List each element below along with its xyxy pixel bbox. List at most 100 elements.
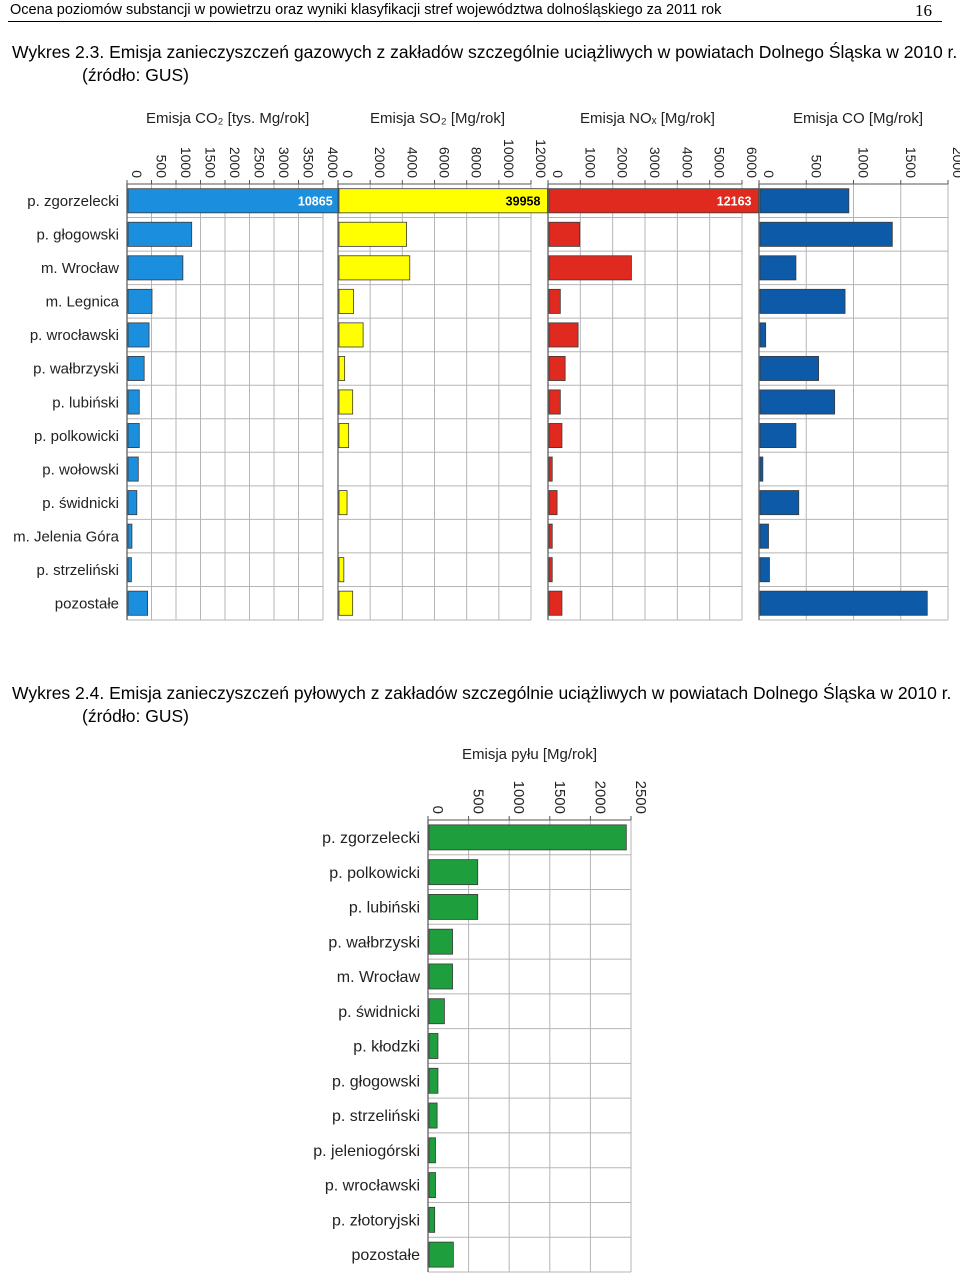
x-tick-label: 0 bbox=[550, 170, 566, 178]
x-tick-label: 3000 bbox=[647, 147, 663, 178]
chart-1: 0 500 1000 1500 2000 2500 3000 3500 4000 Emisja C… bbox=[13, 110, 341, 621]
category-label: p. głogowski bbox=[332, 1073, 420, 1090]
bar bbox=[127, 523, 133, 549]
category-label: m. Wrocław bbox=[337, 969, 421, 986]
chart-1-grid bbox=[126, 183, 324, 621]
chart-4: 0 500 1000 1500 2000 Emisja CO [Mg/rok] bbox=[758, 110, 960, 621]
category-label: p. strzeliński bbox=[332, 1108, 420, 1125]
x-tick-label: 4000 bbox=[404, 147, 420, 178]
x-tick-label: 4000 bbox=[679, 147, 695, 178]
bar bbox=[338, 255, 411, 281]
bar bbox=[127, 188, 341, 214]
bar bbox=[759, 221, 893, 247]
x-tick-label: 1000 bbox=[178, 147, 194, 178]
figure-2-3-caption: Wykres 2.3. Emisja zanieczyszczeń gazowy… bbox=[12, 41, 957, 87]
figure-2-3-source: (źródło: GUS) bbox=[82, 65, 189, 85]
category-label: m. Jelenia Góra bbox=[13, 528, 120, 545]
bar bbox=[759, 255, 797, 281]
bar bbox=[428, 1102, 438, 1129]
x-tick-label: 1500 bbox=[203, 147, 219, 178]
chart-3-grid bbox=[547, 183, 743, 621]
x-tick-label: 12000 bbox=[533, 139, 549, 178]
bar bbox=[759, 188, 850, 214]
x-tick-label: 0 bbox=[340, 170, 356, 178]
bar bbox=[127, 255, 184, 281]
bar bbox=[548, 188, 759, 214]
bar bbox=[127, 490, 138, 516]
category-label: p. wrocławski bbox=[325, 1178, 420, 1195]
chart-2: 0 2000 4000 6000 8000 10000 12000 Emisja SO₂ [M… bbox=[337, 110, 549, 621]
bar bbox=[548, 322, 579, 348]
running-title: Ocena poziomów substancji w powietrzu or… bbox=[10, 2, 722, 18]
x-tick-label: 2000 bbox=[950, 147, 960, 178]
x-tick-label: 3500 bbox=[301, 147, 317, 178]
bar bbox=[759, 288, 846, 314]
bar bbox=[428, 1206, 436, 1233]
figure-2-4-source: (źródło: GUS) bbox=[82, 706, 189, 726]
x-tick-label: 500 bbox=[808, 155, 824, 179]
x-tick-label: 5000 bbox=[712, 147, 728, 178]
bar bbox=[428, 1033, 439, 1059]
category-label: p. strzeliński bbox=[36, 562, 119, 579]
page-number: 16 bbox=[915, 1, 932, 20]
bar bbox=[548, 490, 558, 516]
category-label: m. Legnica bbox=[46, 294, 120, 311]
figure-2-4-caption: Wykres 2.4. Emisja zanieczyszczeń pyłowy… bbox=[12, 682, 951, 728]
x-tick-label: 0 bbox=[761, 170, 777, 178]
category-label: p. lubiński bbox=[349, 900, 420, 917]
bar bbox=[428, 894, 479, 920]
x-tick-label: 500 bbox=[470, 789, 487, 814]
x-tick-label: 2000 bbox=[227, 147, 243, 178]
bar bbox=[338, 590, 354, 616]
bar bbox=[338, 288, 354, 314]
x-tick-label: 6000 bbox=[744, 147, 760, 178]
chart-5-grid bbox=[427, 819, 632, 1273]
x-tick-label: 1000 bbox=[510, 781, 527, 814]
bar bbox=[428, 928, 453, 955]
bar bbox=[759, 490, 800, 516]
x-tick-label: 6000 bbox=[437, 147, 453, 178]
x-tick-label: 8000 bbox=[469, 147, 485, 178]
chart-3: 0 1000 2000 3000 4000 5000 6000 Emisja NOₓ [Mg/… bbox=[547, 110, 760, 621]
bar bbox=[548, 389, 561, 415]
bar bbox=[759, 557, 770, 583]
bar bbox=[548, 590, 563, 616]
bar bbox=[127, 288, 153, 314]
category-label: m. Wrocław bbox=[41, 260, 119, 277]
bar bbox=[548, 221, 581, 247]
category-label: p. świdnicki bbox=[338, 1004, 420, 1021]
x-tick-label: 4000 bbox=[325, 147, 341, 178]
x-tick-label: 1500 bbox=[551, 781, 568, 814]
x-tick-label: 2500 bbox=[632, 781, 649, 814]
bar bbox=[428, 1137, 436, 1164]
category-label: p. jeleniogórski bbox=[313, 1143, 420, 1160]
bar bbox=[338, 423, 350, 449]
chart-title: Emisja CO₂ [tys. Mg/rok] bbox=[146, 110, 309, 127]
bar-value-label: 12163 bbox=[717, 194, 752, 208]
x-tick-label: 3000 bbox=[276, 147, 292, 178]
x-tick-label: 1000 bbox=[856, 147, 872, 178]
bar bbox=[428, 824, 627, 851]
chart-title: Emisja CO [Mg/rok] bbox=[793, 110, 923, 127]
x-tick-label: 500 bbox=[154, 155, 170, 179]
category-label: pozostałe bbox=[55, 595, 119, 612]
category-label: pozostałe bbox=[352, 1247, 421, 1264]
bar bbox=[127, 389, 140, 415]
category-label: p. lubiński bbox=[52, 394, 119, 411]
category-label: p. wałbrzyski bbox=[33, 361, 119, 378]
category-label: p. zgorzelecki bbox=[322, 830, 420, 847]
bar bbox=[548, 557, 553, 583]
bar bbox=[127, 423, 140, 449]
bar bbox=[127, 322, 150, 348]
bar bbox=[548, 423, 563, 449]
bar bbox=[428, 1241, 454, 1268]
x-tick-label: 2000 bbox=[591, 781, 608, 814]
x-tick-label: 2000 bbox=[615, 147, 631, 178]
x-tick-label: 1500 bbox=[903, 147, 919, 178]
bar bbox=[759, 590, 928, 616]
category-label: p. wałbrzyski bbox=[328, 934, 420, 951]
bar bbox=[338, 221, 407, 247]
bar bbox=[338, 355, 346, 381]
bar bbox=[338, 389, 354, 415]
bar bbox=[428, 1172, 436, 1198]
